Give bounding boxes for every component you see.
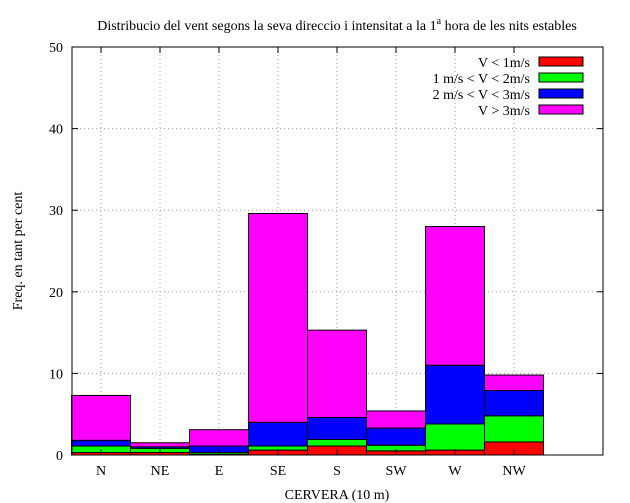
x-tick-label: SE bbox=[270, 464, 286, 479]
bar-segment bbox=[248, 421, 308, 447]
legend-swatch bbox=[538, 72, 584, 83]
chart-title: Distribucio del vent segons la seva dire… bbox=[97, 16, 577, 34]
bar-segment bbox=[425, 364, 485, 425]
y-axis-label: Freq. en tant per cent bbox=[11, 192, 26, 311]
x-tick-label: N bbox=[96, 464, 106, 479]
bar-segment bbox=[130, 442, 190, 448]
legend-label: V < 1m/s bbox=[478, 56, 530, 71]
bar-segment bbox=[307, 416, 367, 440]
legend-label: 2 m/s < V < 3m/s bbox=[433, 88, 530, 103]
bar-segment bbox=[425, 226, 485, 366]
bar-segment bbox=[425, 423, 485, 451]
bar-segment bbox=[484, 415, 544, 443]
chart-title-tail: hora de les nits estables bbox=[441, 19, 577, 34]
bars-layer bbox=[71, 212, 544, 456]
legend: V < 1m/s1 m/s < V < 2m/s2 m/s < V < 3m/s… bbox=[433, 56, 584, 119]
bar-segment bbox=[366, 410, 426, 429]
x-tick-label: S bbox=[333, 464, 341, 479]
x-tick-label: NE bbox=[151, 464, 170, 479]
bar-segment bbox=[71, 394, 131, 441]
bar-segment bbox=[71, 439, 131, 447]
y-tick-label: 20 bbox=[49, 286, 63, 301]
y-tick-label: 40 bbox=[49, 123, 63, 138]
y-tick-label: 30 bbox=[49, 204, 63, 219]
y-tick-label: 50 bbox=[49, 41, 63, 56]
bar-segment bbox=[307, 438, 367, 447]
x-axis-label: CERVERA (10 m) bbox=[285, 488, 390, 503]
chart-title-main: Distribucio del vent segons la seva dire… bbox=[97, 19, 436, 34]
ticks-layer: N NE E SE S SW W NW 0 10 20 30 40 50 bbox=[49, 41, 603, 479]
bar-segment bbox=[189, 429, 249, 447]
x-tick-label: W bbox=[448, 464, 462, 479]
bar-segment bbox=[366, 427, 426, 446]
bar-segment bbox=[484, 374, 544, 392]
bar-segment bbox=[307, 329, 367, 418]
legend-swatch bbox=[538, 104, 584, 115]
y-tick-label: 10 bbox=[49, 367, 63, 382]
y-tick-label: 0 bbox=[56, 449, 63, 464]
bar-segment bbox=[248, 212, 308, 423]
x-tick-label: SW bbox=[386, 464, 408, 479]
legend-label: V > 3m/s bbox=[478, 104, 530, 119]
legend-label: 1 m/s < V < 2m/s bbox=[433, 72, 530, 87]
legend-swatch bbox=[538, 56, 584, 67]
bar-segment bbox=[484, 390, 544, 417]
x-tick-label: E bbox=[215, 464, 224, 479]
chart-title-superscript: a bbox=[437, 16, 442, 27]
grid-layer bbox=[72, 47, 603, 455]
x-tick-label: NW bbox=[502, 464, 526, 479]
legend-swatch bbox=[538, 88, 584, 99]
